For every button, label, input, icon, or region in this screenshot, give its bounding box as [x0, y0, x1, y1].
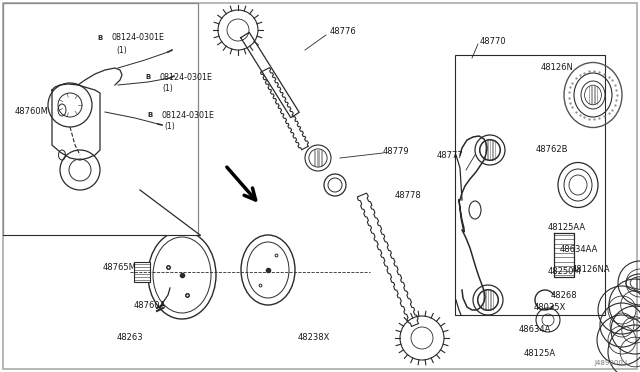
Text: 48634AA: 48634AA: [560, 246, 598, 254]
Text: (1): (1): [116, 45, 127, 55]
Text: 48760M: 48760M: [15, 108, 49, 116]
Text: 48777: 48777: [437, 151, 464, 160]
Text: 48126NA: 48126NA: [572, 266, 611, 275]
FancyBboxPatch shape: [134, 262, 150, 282]
Text: 48765M: 48765M: [103, 263, 137, 273]
Text: 48126N: 48126N: [541, 64, 574, 73]
Text: 48770: 48770: [480, 38, 507, 46]
Text: 48634A: 48634A: [519, 326, 552, 334]
Text: 48776: 48776: [330, 28, 356, 36]
Text: 48779: 48779: [383, 148, 410, 157]
Text: 48250M: 48250M: [548, 267, 582, 276]
Text: B: B: [145, 74, 150, 80]
FancyBboxPatch shape: [3, 3, 637, 369]
Bar: [3, 3, 198, 235]
Text: 08124-0301E: 08124-0301E: [112, 33, 165, 42]
Text: 48035X: 48035X: [534, 302, 566, 311]
Text: 48125A: 48125A: [524, 349, 556, 357]
Text: 48238X: 48238X: [298, 334, 330, 343]
Text: 48778: 48778: [395, 190, 422, 199]
Bar: [455, 55, 605, 315]
Text: 08124-0301E: 08124-0301E: [160, 73, 213, 81]
Text: 48762B: 48762B: [536, 145, 568, 154]
Text: 48125AA: 48125AA: [548, 224, 586, 232]
Text: 48268: 48268: [551, 291, 578, 299]
Text: J489000 I: J489000 I: [595, 360, 628, 366]
Text: (1): (1): [164, 122, 175, 131]
Text: B: B: [97, 35, 102, 41]
Text: (1): (1): [162, 84, 173, 93]
Text: 48760A: 48760A: [134, 301, 166, 311]
Text: B: B: [147, 112, 152, 118]
Text: 08124-0301E: 08124-0301E: [162, 110, 215, 119]
Text: 48263: 48263: [117, 334, 143, 343]
